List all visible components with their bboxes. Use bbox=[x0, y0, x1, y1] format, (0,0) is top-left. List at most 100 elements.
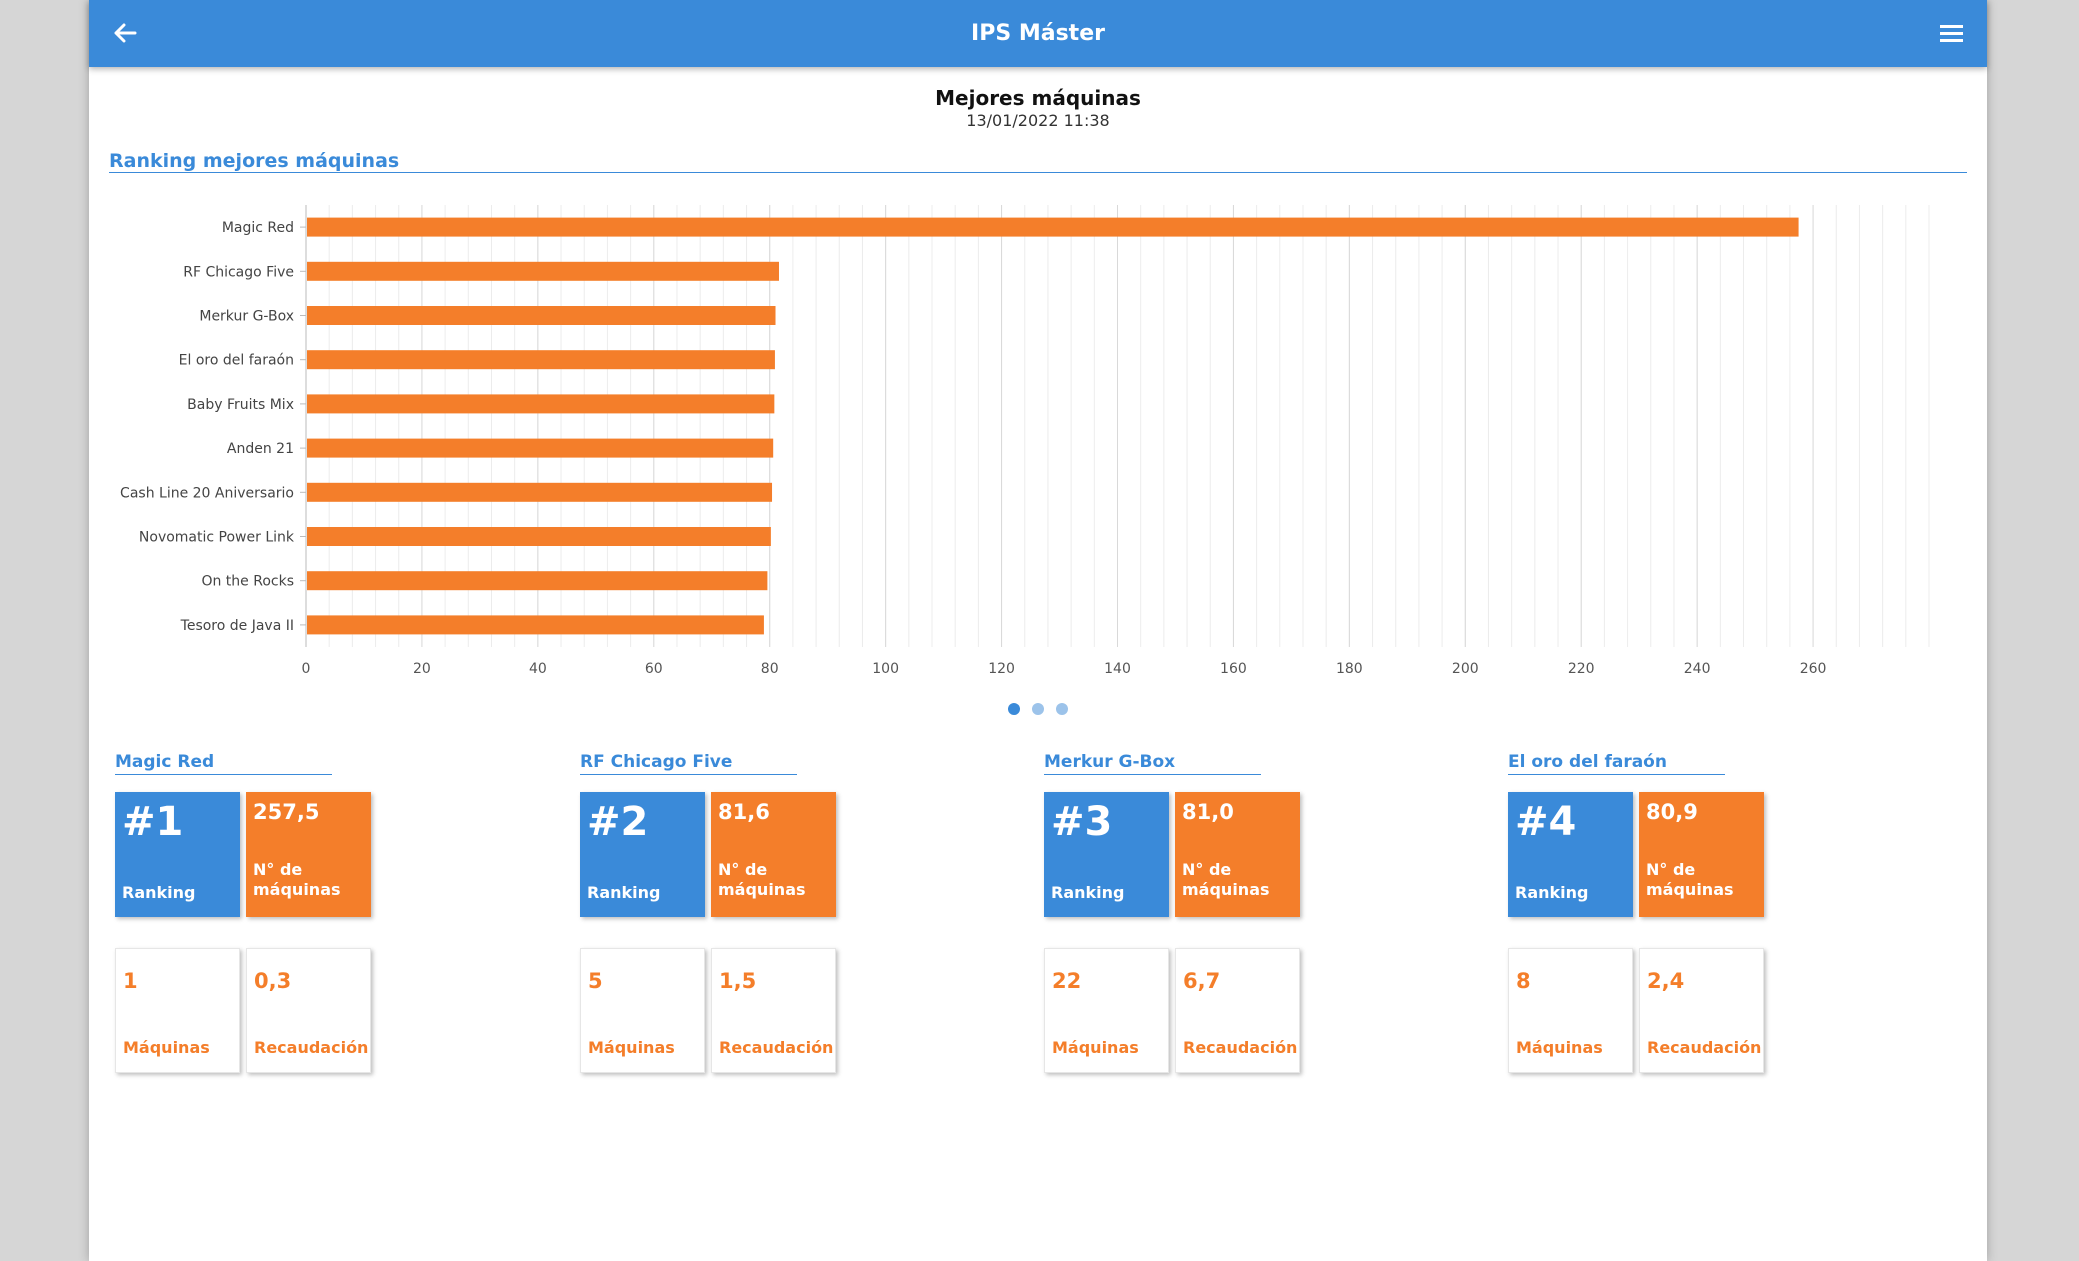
y-category-label: Tesoro de Java II bbox=[180, 618, 294, 634]
value-label: N° de máquinas bbox=[1182, 860, 1270, 899]
count-label: Máquinas bbox=[123, 1038, 210, 1057]
x-tick-label: 60 bbox=[645, 661, 663, 677]
y-category-label: Anden 21 bbox=[227, 441, 294, 457]
value-number: 81,6 bbox=[718, 800, 770, 824]
x-tick-label: 180 bbox=[1336, 661, 1363, 677]
value-label: N° de máquinas bbox=[1646, 860, 1734, 899]
bar bbox=[307, 615, 764, 635]
rank-tile: #1 Ranking bbox=[115, 792, 240, 917]
bar bbox=[307, 438, 774, 458]
ranking-bar-chart: 0 20 40 60 80 100 120 140 160 180 200 220 240 260 Magi… bbox=[120, 205, 1930, 677]
value-label: N° de máquinas bbox=[718, 860, 806, 899]
machine-name-divider bbox=[1508, 774, 1725, 775]
y-category-label: Baby Fruits Mix bbox=[187, 397, 294, 413]
count-value: 8 bbox=[1516, 969, 1531, 993]
pager-dot[interactable] bbox=[1032, 703, 1044, 715]
recaudacion-value: 1,5 bbox=[719, 969, 757, 993]
y-category-label: On the Rocks bbox=[201, 574, 294, 590]
rank-tile: #3 Ranking bbox=[1044, 792, 1169, 917]
rank-label: Ranking bbox=[1051, 883, 1125, 902]
count-value: 22 bbox=[1052, 969, 1082, 993]
bar bbox=[307, 571, 768, 591]
y-category-label: Magic Red bbox=[222, 220, 294, 236]
machine-name[interactable]: RF Chicago Five bbox=[580, 752, 733, 772]
app-bar: IPS Máster bbox=[89, 0, 1987, 67]
x-tick-label: 200 bbox=[1452, 661, 1479, 677]
x-tick-label: 240 bbox=[1684, 661, 1711, 677]
page-title: Mejores máquinas bbox=[935, 86, 1141, 110]
bar bbox=[307, 306, 776, 325]
recaudacion-label: Recaudación bbox=[1647, 1038, 1762, 1057]
machine-name[interactable]: Magic Red bbox=[115, 752, 215, 772]
x-tick-label: 140 bbox=[1104, 661, 1131, 677]
rank-value: #3 bbox=[1051, 799, 1113, 845]
recaudacion-label: Recaudación bbox=[254, 1038, 369, 1057]
count-label: Máquinas bbox=[1052, 1038, 1139, 1057]
x-tick-label: 40 bbox=[529, 661, 547, 677]
recaudacion-tile: 0,3 Recaudación bbox=[246, 948, 371, 1073]
recaudacion-label: Recaudación bbox=[1183, 1038, 1298, 1057]
y-category-label: Merkur G-Box bbox=[199, 309, 294, 325]
bar bbox=[307, 394, 775, 414]
count-label: Máquinas bbox=[1516, 1038, 1603, 1057]
value-tile: 81,0 N° de máquinas bbox=[1175, 792, 1300, 917]
value-number: 257,5 bbox=[253, 800, 320, 824]
recaudacion-tile: 6,7 Recaudación bbox=[1175, 948, 1300, 1073]
count-tile: 1 Máquinas bbox=[115, 948, 240, 1073]
machine-name-divider bbox=[580, 774, 797, 775]
rank-value: #1 bbox=[122, 799, 184, 845]
y-category-label: Novomatic Power Link bbox=[139, 530, 295, 546]
pager-dot[interactable] bbox=[1008, 703, 1020, 715]
value-tile: 81,6 N° de máquinas bbox=[711, 792, 836, 917]
rank-value: #4 bbox=[1515, 799, 1577, 845]
count-tile: 22 Máquinas bbox=[1044, 948, 1169, 1073]
count-value: 5 bbox=[588, 969, 603, 993]
pager-dot[interactable] bbox=[1056, 703, 1068, 715]
bar bbox=[307, 350, 775, 370]
rank-tile: #2 Ranking bbox=[580, 792, 705, 917]
app-window: IPS Máster Mejores máquinas 13/01/2022 1… bbox=[89, 0, 1987, 1261]
rank-tile: #4 Ranking bbox=[1508, 792, 1633, 917]
chart-pager bbox=[89, 703, 1987, 715]
recaudacion-tile: 2,4 Recaudación bbox=[1639, 948, 1764, 1073]
recaudacion-tile: 1,5 Recaudación bbox=[711, 948, 836, 1073]
x-tick-label: 0 bbox=[302, 661, 311, 677]
y-category-label: Cash Line 20 Aniversario bbox=[120, 485, 294, 501]
value-number: 80,9 bbox=[1646, 800, 1698, 824]
x-tick-label: 220 bbox=[1568, 661, 1595, 677]
rank-label: Ranking bbox=[122, 883, 196, 902]
x-tick-label: 80 bbox=[761, 661, 779, 677]
y-category-label: El oro del faraón bbox=[179, 353, 294, 369]
rank-label: Ranking bbox=[587, 883, 661, 902]
machine-name-divider bbox=[115, 774, 332, 775]
app-title: IPS Máster bbox=[971, 21, 1105, 46]
x-tick-label: 100 bbox=[872, 661, 899, 677]
count-tile: 5 Máquinas bbox=[580, 948, 705, 1073]
bar bbox=[307, 261, 779, 281]
bar bbox=[307, 482, 773, 502]
bar bbox=[307, 527, 771, 546]
hamburger-menu-icon[interactable] bbox=[1933, 15, 1969, 51]
count-label: Máquinas bbox=[588, 1038, 675, 1057]
machine-name[interactable]: El oro del faraón bbox=[1508, 752, 1667, 772]
value-tile: 257,5 N° de máquinas bbox=[246, 792, 371, 917]
page-date: 13/01/2022 11:38 bbox=[966, 111, 1110, 130]
value-tile: 80,9 N° de máquinas bbox=[1639, 792, 1764, 917]
back-arrow-icon[interactable] bbox=[107, 15, 143, 51]
recaudacion-label: Recaudación bbox=[719, 1038, 834, 1057]
recaudacion-value: 6,7 bbox=[1183, 969, 1221, 993]
recaudacion-value: 2,4 bbox=[1647, 969, 1685, 993]
x-tick-label: 120 bbox=[988, 661, 1015, 677]
machine-name[interactable]: Merkur G-Box bbox=[1044, 752, 1176, 772]
recaudacion-value: 0,3 bbox=[254, 969, 292, 993]
count-tile: 8 Máquinas bbox=[1508, 948, 1633, 1073]
value-number: 81,0 bbox=[1182, 800, 1234, 824]
machine-name-divider bbox=[1044, 774, 1261, 775]
count-value: 1 bbox=[123, 969, 138, 993]
section-divider bbox=[109, 172, 1967, 173]
value-label: N° de máquinas bbox=[253, 860, 341, 899]
y-category-label: RF Chicago Five bbox=[183, 264, 294, 280]
rank-value: #2 bbox=[587, 799, 649, 845]
rank-label: Ranking bbox=[1515, 883, 1589, 902]
section-title: Ranking mejores máquinas bbox=[109, 150, 400, 172]
